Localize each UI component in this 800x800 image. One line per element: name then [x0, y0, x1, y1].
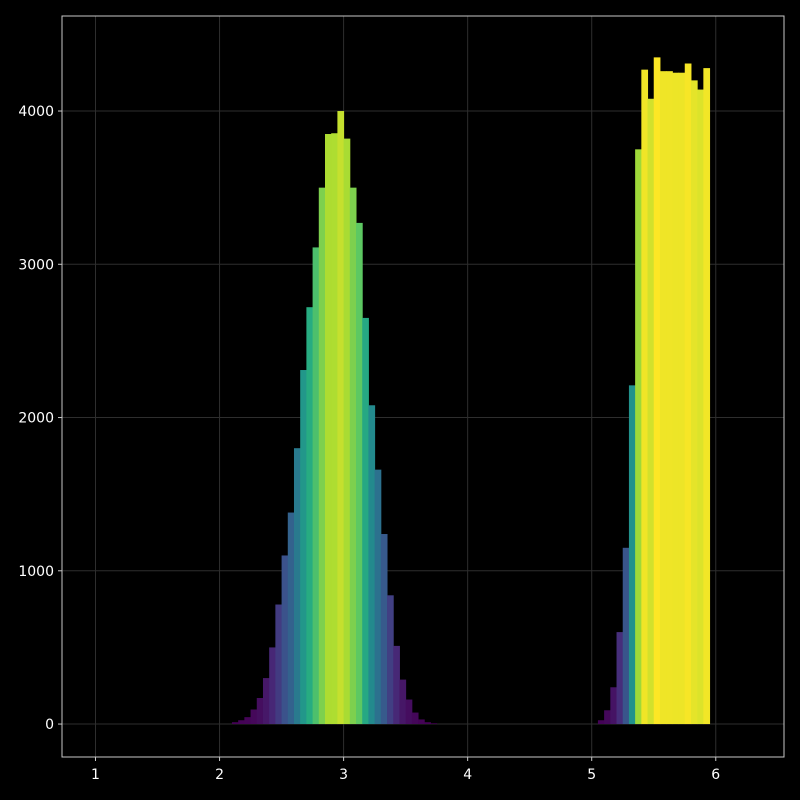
x-tick-label: 1	[91, 767, 100, 783]
plot-frame	[61, 15, 785, 758]
x-tick-label: 2	[215, 767, 224, 783]
histogram-bar	[269, 647, 276, 725]
histogram-bar	[238, 720, 245, 725]
x-tick-label: 6	[711, 767, 720, 783]
histogram-bar	[393, 645, 400, 725]
histogram-bar	[703, 68, 711, 725]
histogram-bar	[678, 72, 686, 725]
y-tick-label: 0	[45, 717, 54, 733]
histogram-bar	[610, 687, 618, 725]
histogram-bar	[418, 719, 425, 725]
histogram-bar	[653, 57, 661, 725]
histogram-bar	[616, 632, 624, 725]
histogram-bar	[325, 134, 332, 725]
histogram-bar	[628, 385, 636, 725]
histogram-bar	[312, 247, 320, 725]
x-axis-ticks: 1 2 3 4 5 6	[91, 757, 720, 783]
histogram-bar	[641, 69, 649, 725]
histogram-bar	[356, 222, 363, 725]
histogram-bar	[275, 604, 283, 725]
histogram-bar	[399, 679, 407, 725]
histogram-bar	[256, 698, 264, 725]
y-tick-label: 2000	[18, 411, 54, 427]
histogram-bar	[368, 405, 376, 725]
histogram-bar	[362, 317, 369, 725]
y-axis-ticks: 0 1000 2000 3000 4000	[18, 104, 62, 733]
y-tick-label: 4000	[18, 104, 54, 120]
histogram-bar	[659, 71, 667, 725]
histogram-bar	[635, 149, 642, 725]
histogram-bar	[405, 699, 413, 725]
histogram-bar	[690, 80, 698, 725]
x-tick-label: 5	[587, 767, 596, 783]
histogram-bar	[604, 710, 611, 725]
histogram-bar	[380, 534, 388, 725]
histogram-bar	[231, 722, 239, 725]
histogram-bar	[331, 133, 338, 725]
histogram-bar	[597, 720, 605, 725]
histogram-bar	[349, 187, 357, 725]
y-tick-label: 1000	[18, 564, 54, 580]
histogram-bar	[343, 138, 351, 725]
y-tick-label: 3000	[18, 257, 54, 273]
histogram-bar	[281, 555, 289, 725]
histogram-bar	[697, 89, 704, 725]
histogram-bar	[647, 98, 655, 725]
histogram-bar	[250, 709, 258, 725]
histogram-bar	[337, 111, 345, 725]
histogram-bar	[672, 72, 680, 725]
histogram-bar	[374, 469, 382, 725]
histogram-bar	[244, 717, 252, 725]
histogram-bar	[318, 187, 326, 725]
histogram-bar	[306, 307, 314, 725]
histogram-bar	[622, 547, 630, 725]
x-tick-label: 3	[339, 767, 348, 783]
histogram-bar	[684, 63, 692, 725]
histogram-bar	[430, 723, 438, 725]
histogram-bar	[293, 448, 301, 725]
x-tick-label: 4	[463, 767, 472, 783]
histogram-bar	[287, 512, 295, 725]
histogram-bar	[411, 712, 419, 725]
histogram-bar	[424, 722, 431, 725]
histogram-bar	[300, 370, 307, 725]
histogram-bar	[387, 595, 394, 725]
histogram-bar	[262, 678, 270, 725]
histogram-bars	[231, 57, 711, 725]
histogram-bar	[666, 71, 673, 725]
